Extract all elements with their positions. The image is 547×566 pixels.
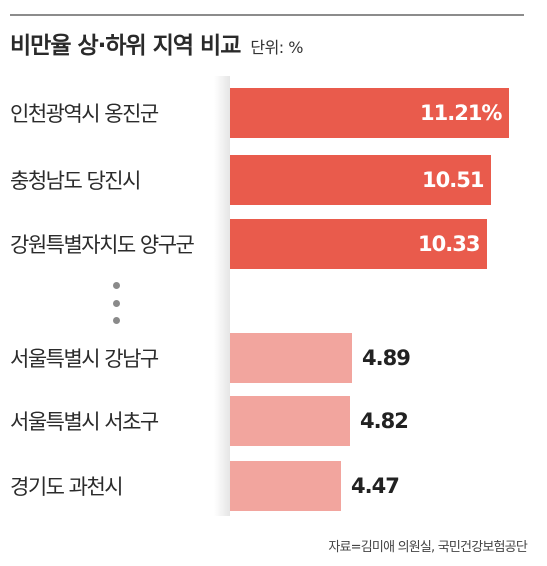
ellipsis-separator bbox=[110, 282, 122, 324]
bar bbox=[230, 219, 487, 269]
bar bbox=[230, 155, 491, 205]
ellipsis-dot bbox=[112, 282, 120, 289]
category-label: 인천광역시 옹진군 bbox=[10, 102, 159, 126]
value-label: 4.89 bbox=[362, 346, 411, 370]
category-label: 서울특별시 서초구 bbox=[10, 410, 159, 434]
bar-baseline-shadow bbox=[214, 76, 230, 516]
header: 비만율 상·하위 지역 비교 단위: % bbox=[10, 26, 303, 60]
bar bbox=[230, 333, 352, 383]
category-label: 강원특별자치도 양구군 bbox=[10, 233, 195, 257]
ellipsis-dot bbox=[112, 317, 120, 324]
unit-label: 단위: % bbox=[250, 38, 303, 57]
source-note: 자료=김미애 의원실, 국민건강보험공단 bbox=[328, 540, 527, 555]
chart-title: 비만율 상·하위 지역 비교 bbox=[10, 33, 241, 59]
value-label: 11.21% bbox=[420, 101, 502, 125]
value-label: 10.33 bbox=[418, 232, 480, 256]
category-label: 서울특별시 강남구 bbox=[10, 347, 159, 371]
bar bbox=[230, 461, 341, 511]
bar bbox=[230, 88, 509, 138]
bar bbox=[230, 396, 350, 446]
top-rule bbox=[10, 14, 524, 16]
value-label: 4.82 bbox=[360, 409, 409, 433]
ellipsis-dot bbox=[112, 299, 120, 307]
value-label: 4.47 bbox=[351, 474, 400, 498]
category-label: 경기도 과천시 bbox=[10, 475, 124, 499]
category-label: 충청남도 당진시 bbox=[10, 169, 141, 193]
value-label: 10.51 bbox=[422, 168, 484, 192]
